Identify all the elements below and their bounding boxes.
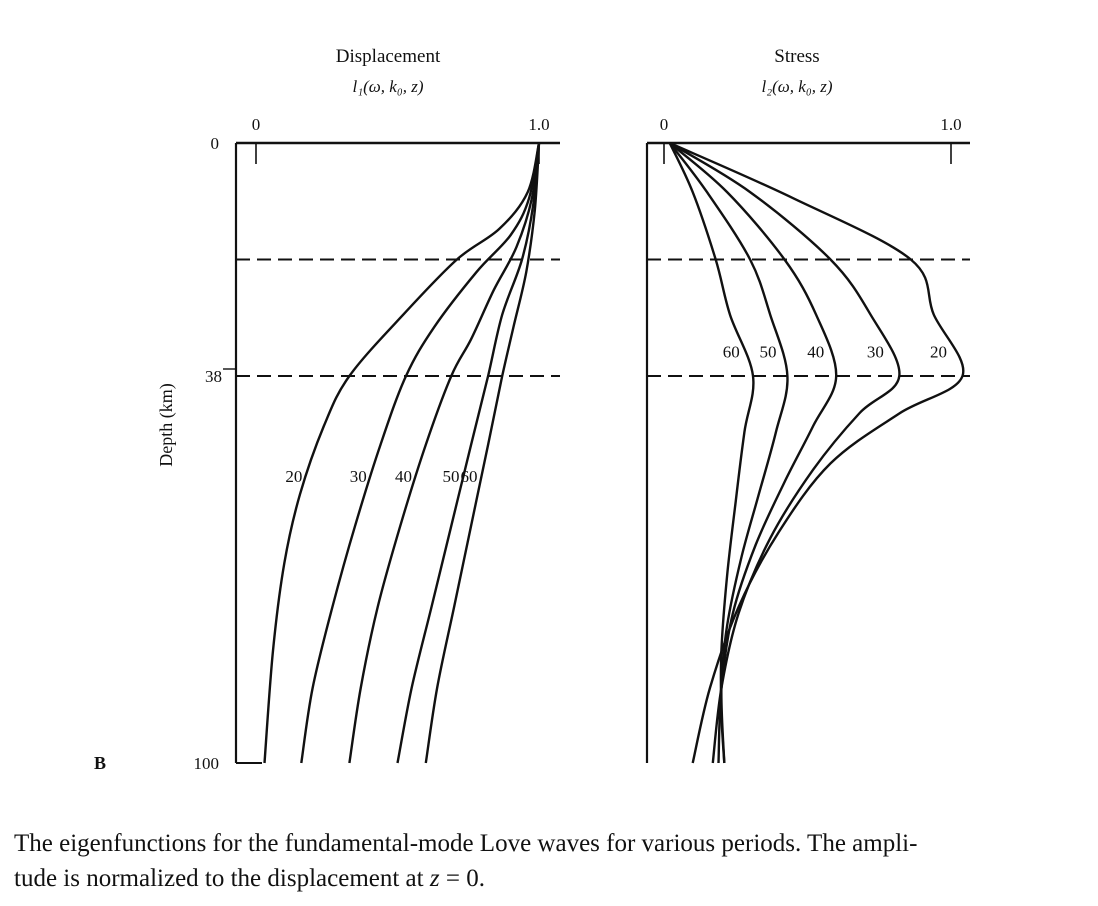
y-tick-100: 100 (194, 754, 220, 773)
displacement-series-label-30: 30 (350, 467, 367, 486)
caption-line-2-text: tude is normalized to the displacement a… (14, 865, 430, 892)
stress-series-label-40: 40 (807, 343, 824, 362)
stress-series-label-30: 30 (867, 343, 884, 362)
caption-line-2: tude is normalized to the displacement a… (14, 861, 1089, 896)
y-tick-0: 0 (211, 134, 220, 153)
displacement-panel: Displacement l₁(ω, k₀, z) 0 1.0 0 38 100… (94, 46, 560, 773)
stress-curve-60 (668, 142, 755, 764)
figure: Displacement l₁(ω, k₀, z) 0 1.0 0 38 100… (94, 46, 970, 773)
stress-series-label-50: 50 (760, 343, 777, 362)
displacement-x-tick-1: 1.0 (528, 115, 549, 134)
displacement-curve-40 (348, 142, 541, 764)
y-axis-label: Depth (km) (156, 383, 177, 466)
displacement-series-label-20: 20 (285, 467, 302, 486)
displacement-title: Displacement (336, 46, 441, 67)
figure-caption: The eigenfunctions for the fundamental-m… (14, 826, 1089, 896)
panel-letter: B (94, 753, 106, 773)
stress-curve-40 (668, 142, 838, 764)
displacement-curve-50 (396, 142, 541, 764)
displacement-curve-60 (424, 142, 541, 764)
stress-series-labels: 20 30 40 50 60 (723, 343, 947, 362)
stress-subtitle: l₂(ω, k₀, z) (761, 77, 832, 96)
y-tick-38: 38 (205, 367, 222, 386)
displacement-series-label-50: 50 (443, 467, 460, 486)
stress-x-tick-1: 1.0 (940, 115, 961, 134)
stress-series-label-60: 60 (723, 343, 740, 362)
caption-line-1: The eigenfunctions for the fundamental-m… (14, 830, 918, 857)
displacement-subtitle: l₁(ω, k₀, z) (352, 77, 423, 96)
displacement-curve-20 (263, 142, 541, 764)
stress-curve-30 (669, 141, 901, 764)
displacement-x-tick-0: 0 (252, 115, 261, 134)
stress-curve-20 (669, 141, 965, 764)
stress-series (668, 141, 965, 764)
caption-line-2-end: = 0. (439, 865, 485, 892)
stress-panel: Stress l₂(ω, k₀, z) 0 1.0 20 30 40 50 60 (645, 46, 970, 764)
displacement-curve-30 (300, 142, 541, 764)
stress-title: Stress (774, 46, 819, 67)
caption-variable: z (429, 865, 440, 892)
displacement-series-label-40: 40 (395, 467, 412, 486)
displacement-series (263, 142, 541, 764)
stress-curve-50 (668, 142, 789, 764)
stress-axes (645, 141, 970, 763)
displacement-series-labels: 20 30 40 50 60 (285, 467, 477, 486)
stress-x-tick-0: 0 (660, 115, 669, 134)
displacement-axes (223, 141, 560, 764)
stress-series-label-20: 20 (930, 343, 947, 362)
displacement-series-label-60: 60 (461, 467, 478, 486)
